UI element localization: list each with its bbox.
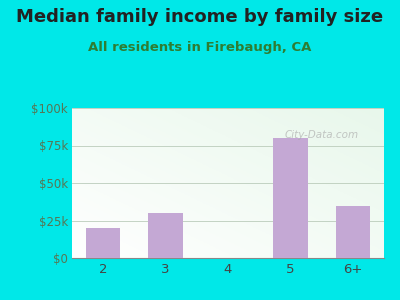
Bar [148,213,183,258]
Text: Median family income by family size: Median family income by family size [16,8,384,26]
Bar [336,206,370,258]
Text: All residents in Firebaugh, CA: All residents in Firebaugh, CA [88,40,312,53]
Bar [273,138,308,258]
Text: City-Data.com: City-Data.com [284,130,358,140]
Bar [86,228,120,258]
